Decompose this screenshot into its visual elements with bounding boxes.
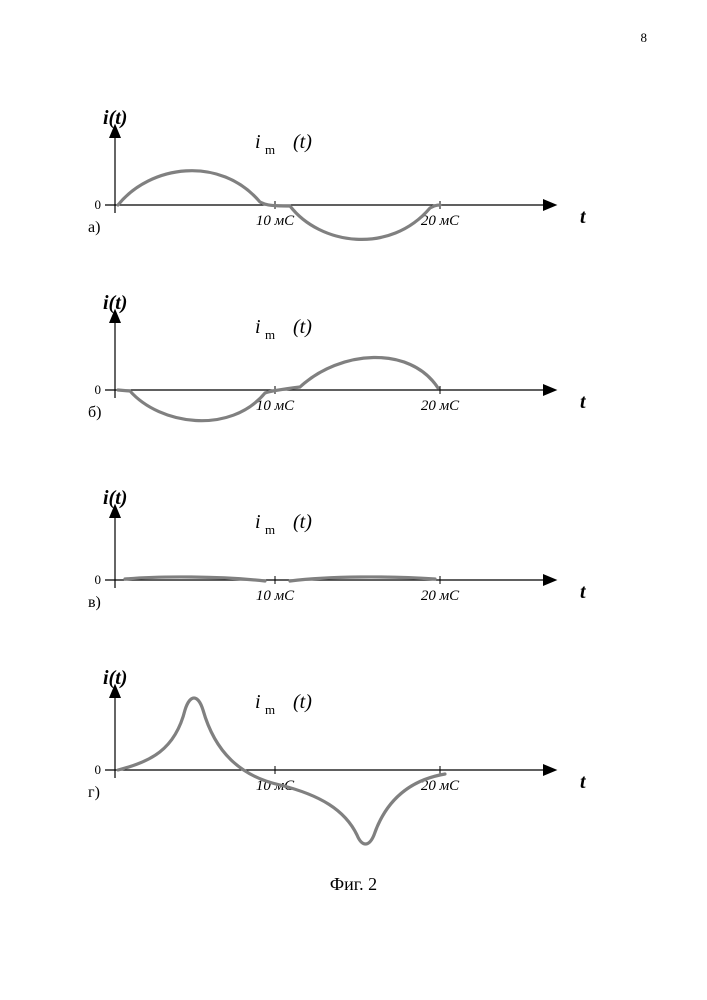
svg-text:t: t (580, 391, 587, 413)
svg-text:i(t): i(t) (103, 670, 127, 689)
svg-text:m: m (265, 522, 275, 537)
svg-text:i: i (255, 691, 261, 713)
svg-text:m: m (265, 142, 275, 157)
svg-text:0: 0 (95, 762, 102, 777)
svg-text:10 мС: 10 мС (256, 398, 295, 414)
svg-text:20 мС: 20 мС (421, 588, 460, 604)
svg-text:t: t (580, 771, 587, 793)
svg-text:i: i (255, 511, 261, 533)
svg-text:t: t (580, 581, 587, 603)
svg-text:0: 0 (95, 382, 102, 397)
subplot-label-a: а) (88, 219, 100, 237)
figure-caption: Фиг. 2 (0, 874, 707, 895)
chart-svg-a: i(t) 0 10 мС 20 мС t im (t) (90, 110, 610, 250)
chart-g: i(t)010 мС20 мСtim(t)г) (90, 670, 610, 855)
svg-text:m: m (265, 702, 275, 717)
svg-text:i(t): i(t) (103, 295, 127, 314)
svg-text:i(t): i(t) (103, 490, 127, 509)
svg-text:i(t): i(t) (103, 110, 127, 129)
svg-text:(t): (t) (293, 691, 312, 713)
svg-text:(t): (t) (293, 131, 312, 153)
chart-a: i(t) 0 10 мС 20 мС t im (t) а) (90, 110, 610, 250)
subplot-label-g: г) (88, 784, 100, 802)
chart-b: i(t) 0 10 мС 20 мС t im (t) б) (90, 295, 610, 435)
svg-text:m: m (265, 327, 275, 342)
svg-text:i: i (255, 316, 261, 338)
page-number: 8 (641, 30, 648, 46)
subplot-label-b: б) (88, 404, 101, 422)
chart-svg-b: i(t) 0 10 мС 20 мС t im (t) (90, 295, 610, 435)
svg-text:10 мС: 10 мС (256, 213, 295, 229)
chart-svg-v: i(t) 0 10 мС 20 мС t im (t) (90, 490, 610, 620)
svg-text:t: t (580, 206, 587, 228)
svg-text:20 мС: 20 мС (421, 213, 460, 229)
svg-text:0: 0 (95, 197, 102, 212)
svg-text:(t): (t) (293, 511, 312, 533)
subplot-label-v: в) (88, 594, 101, 612)
page: 8 i(t)010 мС20 мСtim(t)а)i(t)010 мС20 мС… (0, 0, 707, 1000)
svg-text:20 мС: 20 мС (421, 398, 460, 414)
chart-v: i(t) 0 10 мС 20 мС t im (t) в) (90, 490, 610, 620)
svg-text:(t): (t) (293, 316, 312, 338)
svg-text:10 мС: 10 мС (256, 588, 295, 604)
svg-text:i: i (255, 131, 261, 153)
svg-text:0: 0 (95, 572, 102, 587)
chart-svg-g: i(t)010 мС20 мСtim(t) (90, 670, 610, 855)
